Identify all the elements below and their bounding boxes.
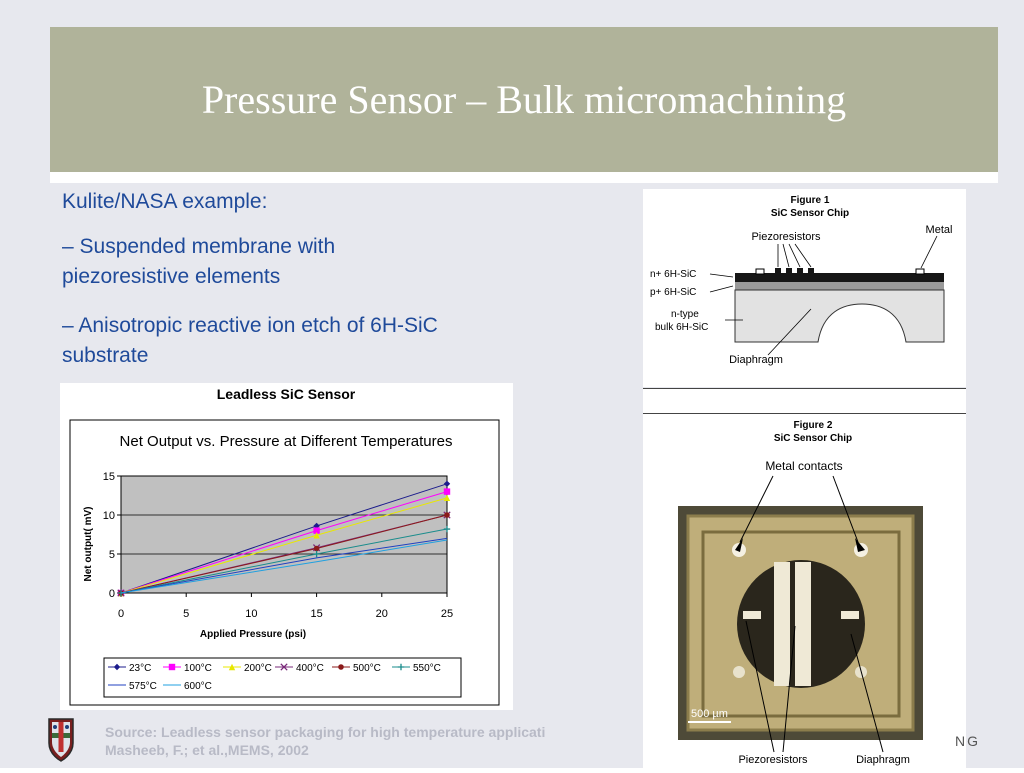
grid-lines <box>121 475 447 555</box>
source-line-1: Source: Leadless sensor packaging for hi… <box>105 724 546 740</box>
y-tick-label: 5 <box>109 549 115 561</box>
legend-label: 23°C <box>129 663 151 674</box>
figure-1-title: Figure 1 <box>791 195 830 206</box>
chart-panel-title: Leadless SiC Sensor <box>217 386 356 402</box>
legend-label: 550°C <box>413 663 441 674</box>
data-point <box>313 550 320 558</box>
legend-label: 400°C <box>296 663 324 674</box>
bulk-label-line-1: n-type <box>671 309 699 320</box>
chart-title: Net Output vs. Pressure at Different Tem… <box>120 433 453 450</box>
piezoresistors-label: Piezoresistors <box>751 231 821 243</box>
legend-marker <box>338 664 344 670</box>
legend-marker <box>280 663 288 671</box>
line-chart: Leadless SiC Sensor Net Output vs. Press… <box>69 386 500 706</box>
bullet-2-line-2: piezoresistive elements <box>62 265 281 288</box>
figure-1-subtitle: SiC Sensor Chip <box>771 208 849 219</box>
data-point <box>443 494 451 502</box>
metal-contacts-label: Metal contacts <box>765 459 842 473</box>
legend-marker <box>113 663 121 671</box>
series-group <box>117 480 451 597</box>
legend-label: 575°C <box>129 681 157 692</box>
metal-pad-right <box>915 268 925 275</box>
legend-marker <box>397 663 405 671</box>
x-tick-label: 10 <box>245 608 257 620</box>
metal-label: Metal <box>926 224 953 236</box>
data-point <box>313 545 320 552</box>
figure-1-cross-section: Figure 1 SiC Sensor Chip Piezoresistors … <box>643 189 966 387</box>
bullet-3-line-1: – Anisotropic reactive ion etch of 6H-Si… <box>62 314 438 337</box>
legend-label: 200°C <box>244 663 272 674</box>
bullet-1: Kulite/NASA example: <box>62 190 268 213</box>
figure-gap <box>643 389 966 413</box>
figure-2-chip-photo: Figure 2 SiC Sensor Chip Metal contacts … <box>643 414 966 768</box>
x-tick-label: 15 <box>310 608 322 620</box>
n-layer-label: n+ 6H-SiC <box>650 269 696 280</box>
bullet-2-line-1: – Suspended membrane with <box>62 235 336 258</box>
plot-area <box>120 475 448 594</box>
y-axis-label: Net output( mV) <box>83 507 94 582</box>
figure-2-title: Figure 2 <box>794 420 833 431</box>
title-band: Pressure Sensor – Bulk micromachining <box>50 27 998 172</box>
x-axis-label: Applied Pressure (psi) <box>200 629 306 640</box>
x-ticks: 0 5 10 15 20 25 <box>118 593 453 620</box>
scale-bar-label: 500 µm <box>691 708 728 720</box>
piezoresistor-4 <box>808 268 814 274</box>
piezoresistor-1 <box>775 268 781 274</box>
diaphragm-label-2: Diaphragm <box>856 754 910 766</box>
p-layer-label: p+ 6H-SiC <box>650 287 696 298</box>
legend-label: 100°C <box>184 663 212 674</box>
footer-corner-text: NG <box>955 733 980 749</box>
data-point <box>313 527 320 534</box>
metal-pad-left <box>755 268 765 275</box>
y-tick-label: 10 <box>103 510 115 522</box>
y-ticks: 0 5 10 15 <box>103 471 121 600</box>
x-tick-label: 0 <box>118 608 124 620</box>
data-point <box>443 480 451 487</box>
legend: 23°C 100°C 200°C 400°C 500°C 550°C 575°C 600°C <box>108 663 441 692</box>
title-divider <box>50 172 998 183</box>
piezoresistor-3 <box>797 268 803 274</box>
x-tick-label: 20 <box>376 608 388 620</box>
figure-1-leader-lines <box>709 235 938 356</box>
data-point <box>443 525 451 533</box>
piezoresistors-label-2: Piezoresistors <box>738 754 808 766</box>
piezoresistor-2 <box>786 268 792 274</box>
university-crest-logo <box>48 718 74 762</box>
p-layer <box>735 282 944 290</box>
y-tick-label: 15 <box>103 471 115 483</box>
figure-divider-bottom <box>643 413 966 414</box>
chart-panel: Leadless SiC Sensor Net Output vs. Press… <box>60 383 513 710</box>
slide-title: Pressure Sensor – Bulk micromachining <box>201 77 847 122</box>
x-tick-label: 5 <box>183 608 189 620</box>
chip-micrograph <box>678 506 923 740</box>
y-tick-label: 0 <box>109 588 115 600</box>
n-layer <box>735 273 944 282</box>
series-line <box>120 539 448 594</box>
data-point <box>444 512 450 518</box>
figure-divider-top <box>643 388 966 389</box>
legend-marker <box>228 663 236 671</box>
source-line-2: Masheeb, F.; et al.,MEMS, 2002 <box>105 742 309 758</box>
source-citation: Source: Leadless sensor packaging for hi… <box>105 723 645 759</box>
diaphragm-label: Diaphragm <box>729 354 783 366</box>
figure-2-leader-lines <box>739 475 884 753</box>
x-tick-label: 25 <box>441 608 453 620</box>
bullet-3-line-2: substrate <box>62 344 149 367</box>
data-point <box>443 488 451 495</box>
legend-label: 600°C <box>184 681 212 692</box>
series-line <box>120 537 448 594</box>
bulk-label-line-2: bulk 6H-SiC <box>655 322 708 333</box>
figure-2-subtitle: SiC Sensor Chip <box>774 433 852 444</box>
legend-box <box>103 657 462 698</box>
bulk-substrate <box>734 289 945 343</box>
legend-marker <box>168 663 176 671</box>
data-point <box>313 532 320 539</box>
legend-label: 500°C <box>353 663 381 674</box>
